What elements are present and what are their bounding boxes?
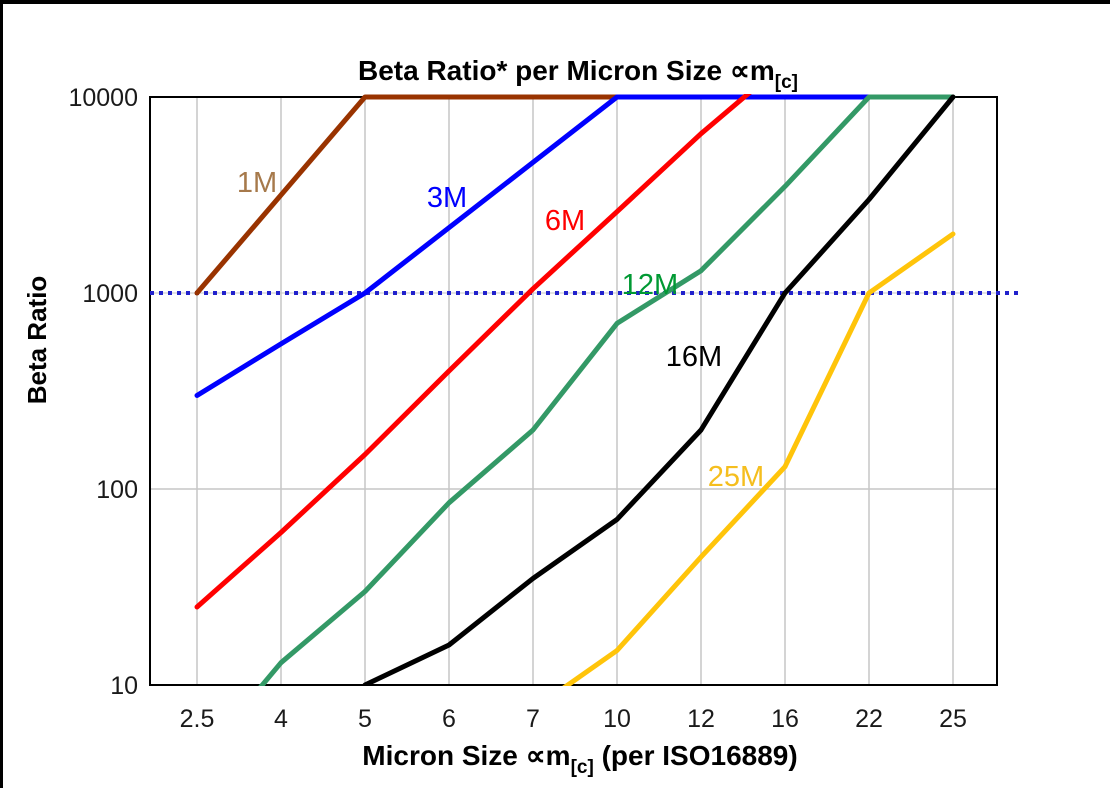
series-label-16m: 16M (666, 341, 722, 373)
x-tick: 7 (526, 705, 540, 733)
series-line-16m (362, 94, 956, 686)
x-tick: 5 (358, 705, 372, 733)
y-tick-10000: 10000 (68, 84, 138, 112)
x-tick: 2.5 (180, 705, 215, 733)
x-axis-title: Micron Size ∝m[c] (per ISO16889) (362, 740, 797, 778)
chart-title: Beta Ratio* per Micron Size ∝m[c] (358, 55, 798, 93)
series-label-1m: 1M (237, 167, 277, 199)
series-line-6m (194, 94, 752, 610)
x-tick: 22 (855, 705, 883, 733)
x-tick: 25 (939, 705, 967, 733)
series-lines (194, 94, 956, 686)
x-tick: 4 (274, 705, 288, 733)
series-line-12m (258, 94, 956, 686)
x-tick: 6 (442, 705, 456, 733)
x-tick: 16 (771, 705, 799, 733)
x-tick: 12 (687, 705, 715, 733)
series-label-25m: 25M (708, 461, 764, 493)
vertical-gridlines (196, 97, 954, 685)
x-tick: 10 (603, 705, 631, 733)
y-tick-10: 10 (110, 672, 138, 700)
series-label-6m: 6M (545, 205, 585, 237)
canvas-border-left (0, 0, 3, 788)
canvas-border-top (0, 0, 1110, 4)
series-label-3m: 3M (427, 182, 467, 214)
x-tick-labels: 2.5 4 5 6 7 10 12 16 22 25 (180, 705, 967, 733)
y-tick-1000: 1000 (82, 280, 138, 308)
y-tick-100: 100 (96, 476, 138, 504)
series-line-25m (562, 231, 956, 686)
series-label-12m: 12M (622, 269, 678, 301)
series-line-1m (194, 94, 620, 296)
y-tick-labels: 10000 1000 100 10 (68, 84, 138, 700)
series-line-3m (194, 94, 872, 398)
y-axis-title: Beta Ratio (22, 276, 52, 405)
